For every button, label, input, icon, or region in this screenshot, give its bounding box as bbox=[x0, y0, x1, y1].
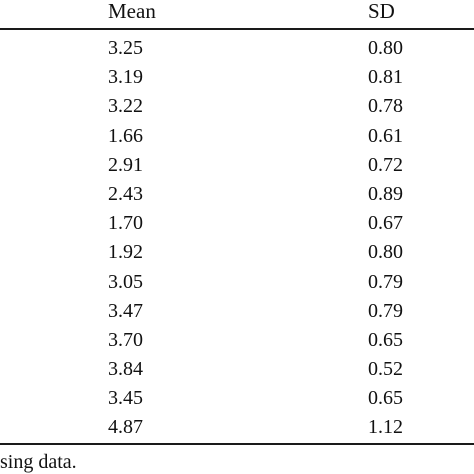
sd-cell: 0.78 bbox=[368, 95, 403, 118]
sd-cell: 0.72 bbox=[368, 153, 403, 176]
table-row: 1.66 0.61 bbox=[0, 121, 474, 150]
table-row: 3.22 0.78 bbox=[0, 91, 474, 120]
sd-cell: 0.80 bbox=[368, 241, 403, 264]
header-rule bbox=[0, 28, 474, 30]
mean-cell: 3.05 bbox=[108, 270, 143, 293]
table-row: 2.43 0.89 bbox=[0, 179, 474, 208]
mean-cell: 3.22 bbox=[108, 95, 143, 118]
mean-cell: 3.19 bbox=[108, 66, 143, 89]
column-header-mean: Mean bbox=[108, 0, 156, 23]
mean-cell: 3.84 bbox=[108, 358, 143, 381]
table-body: 3.25 0.80 3.19 0.81 3.22 0.78 1.66 0.61 … bbox=[0, 33, 474, 442]
sd-cell: 0.65 bbox=[368, 387, 403, 410]
table-bottom-rule bbox=[0, 443, 474, 445]
sd-cell: 1.12 bbox=[368, 416, 403, 439]
mean-cell: 1.66 bbox=[108, 124, 143, 147]
sd-cell: 0.89 bbox=[368, 182, 403, 205]
table-row: 3.45 0.65 bbox=[0, 383, 474, 412]
table-row: 3.70 0.65 bbox=[0, 325, 474, 354]
mean-cell: 3.45 bbox=[108, 387, 143, 410]
sd-cell: 0.81 bbox=[368, 66, 403, 89]
table-row: 1.70 0.67 bbox=[0, 208, 474, 237]
table-footnote: sing data. bbox=[0, 451, 77, 473]
mean-cell: 4.87 bbox=[108, 416, 143, 439]
mean-cell: 3.47 bbox=[108, 299, 143, 322]
mean-cell: 1.92 bbox=[108, 241, 143, 264]
mean-cell: 3.70 bbox=[108, 328, 143, 351]
mean-cell: 2.43 bbox=[108, 182, 143, 205]
table-row: 3.47 0.79 bbox=[0, 296, 474, 325]
sd-cell: 0.65 bbox=[368, 328, 403, 351]
table-row: 3.25 0.80 bbox=[0, 33, 474, 62]
column-header-sd: SD bbox=[368, 0, 395, 23]
table-row: 3.19 0.81 bbox=[0, 62, 474, 91]
sd-cell: 0.79 bbox=[368, 270, 403, 293]
mean-cell: 1.70 bbox=[108, 212, 143, 235]
mean-cell: 2.91 bbox=[108, 153, 143, 176]
mean-cell: 3.25 bbox=[108, 37, 143, 59]
table-row: 4.87 1.12 bbox=[0, 412, 474, 441]
table-row: 1.92 0.80 bbox=[0, 237, 474, 266]
table-row: 3.84 0.52 bbox=[0, 354, 474, 383]
sd-cell: 0.79 bbox=[368, 299, 403, 322]
sd-cell: 0.80 bbox=[368, 37, 403, 59]
sd-cell: 0.61 bbox=[368, 124, 403, 147]
table-row: 3.05 0.79 bbox=[0, 267, 474, 296]
sd-cell: 0.67 bbox=[368, 212, 403, 235]
table-row: 2.91 0.72 bbox=[0, 150, 474, 179]
sd-cell: 0.52 bbox=[368, 358, 403, 381]
